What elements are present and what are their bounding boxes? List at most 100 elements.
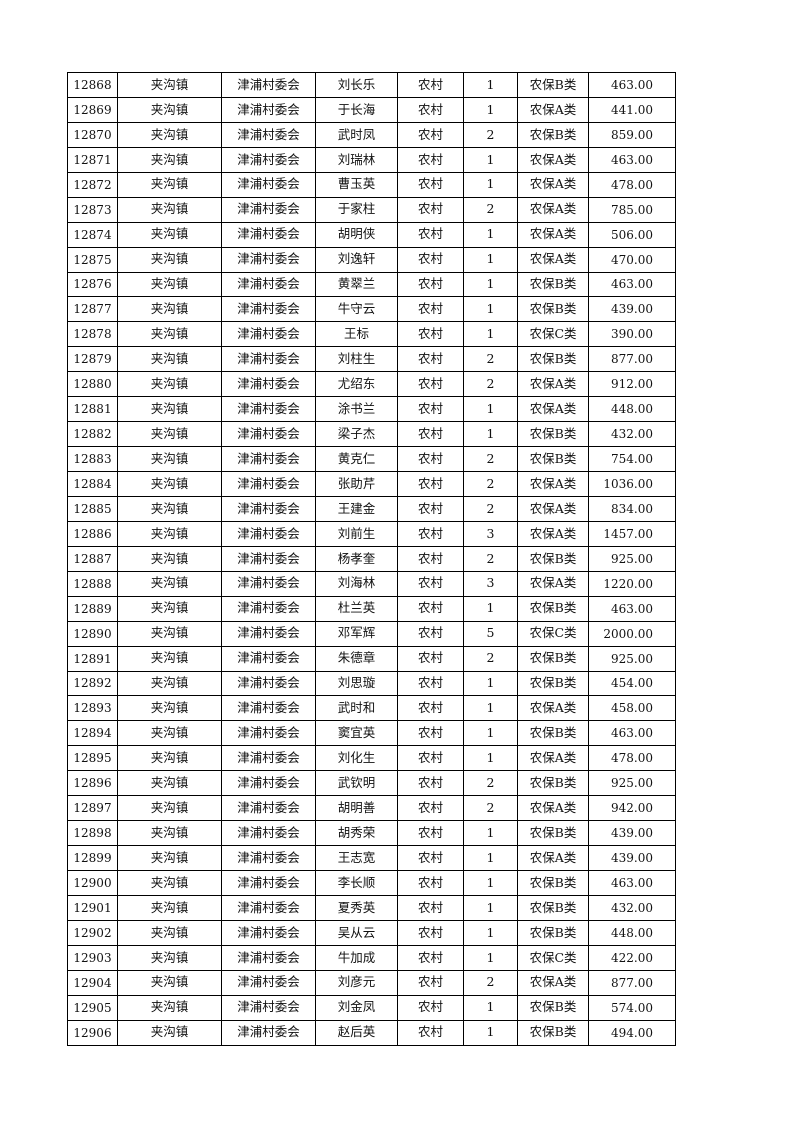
cell-name: 于家柱 xyxy=(315,196,398,223)
cell-town: 夹沟镇 xyxy=(117,196,222,223)
cell-name: 窦宜英 xyxy=(315,720,398,747)
cell-name: 刘彦元 xyxy=(315,969,398,996)
cell-insurance-category: 农保A类 xyxy=(517,96,589,123)
cell-insurance-category: 农保A类 xyxy=(517,471,589,497)
cell-household-count: 2 xyxy=(463,196,518,223)
cell-amount: 1220.00 xyxy=(588,570,676,597)
cell-area-type: 农村 xyxy=(397,919,464,946)
table-row: 12900 夹沟镇 津浦村委会 李长顺 农村 1 农保B类 463.00 xyxy=(67,870,676,896)
cell-area-type: 农村 xyxy=(397,894,464,921)
cell-amount: 877.00 xyxy=(588,969,676,996)
cell-village: 津浦村委会 xyxy=(221,72,316,98)
cell-row-id: 12877 xyxy=(67,296,118,323)
cell-area-type: 农村 xyxy=(397,595,464,622)
cell-row-id: 12874 xyxy=(67,221,118,248)
cell-insurance-category: 农保B类 xyxy=(517,346,589,373)
cell-amount: 439.00 xyxy=(588,296,676,323)
cell-village: 津浦村委会 xyxy=(221,471,316,497)
cell-name: 赵后英 xyxy=(315,1019,398,1046)
cell-name: 杜兰英 xyxy=(315,595,398,622)
cell-area-type: 农村 xyxy=(397,471,464,497)
cell-household-count: 1 xyxy=(463,870,518,896)
cell-village: 津浦村委会 xyxy=(221,221,316,248)
table-body: 12868 夹沟镇 津浦村委会 刘长乐 农村 1 农保B类 463.00 12869 夹沟镇 津浦村… xyxy=(67,72,676,1046)
cell-name: 邓军辉 xyxy=(315,620,398,647)
cell-insurance-category: 农保A类 xyxy=(517,146,589,173)
cell-village: 津浦村委会 xyxy=(221,845,316,871)
cell-row-id: 12875 xyxy=(67,246,118,273)
cell-town: 夹沟镇 xyxy=(117,820,222,847)
cell-name: 武时凤 xyxy=(315,121,398,148)
table-row: 12892 夹沟镇 津浦村委会 刘思璇 农村 1 农保B类 454.00 xyxy=(67,670,676,697)
cell-row-id: 12876 xyxy=(67,271,118,298)
cell-area-type: 农村 xyxy=(397,96,464,123)
table-row: 12899 夹沟镇 津浦村委会 王志宽 农村 1 农保A类 439.00 xyxy=(67,845,676,871)
cell-area-type: 农村 xyxy=(397,520,464,547)
cell-household-count: 1 xyxy=(463,894,518,921)
table-row: 12906 夹沟镇 津浦村委会 赵后英 农村 1 农保B类 494.00 xyxy=(67,1019,676,1046)
cell-row-id: 12882 xyxy=(67,421,118,448)
cell-household-count: 1 xyxy=(463,246,518,273)
cell-town: 夹沟镇 xyxy=(117,96,222,123)
cell-row-id: 12895 xyxy=(67,745,118,772)
cell-name: 夏秀英 xyxy=(315,894,398,921)
cell-area-type: 农村 xyxy=(397,296,464,323)
cell-amount: 432.00 xyxy=(588,421,676,448)
cell-amount: 912.00 xyxy=(588,371,676,398)
cell-name: 涂书兰 xyxy=(315,396,398,423)
cell-town: 夹沟镇 xyxy=(117,695,222,722)
cell-village: 津浦村委会 xyxy=(221,396,316,423)
cell-household-count: 1 xyxy=(463,919,518,946)
cell-name: 牛守云 xyxy=(315,296,398,323)
cell-row-id: 12879 xyxy=(67,346,118,373)
cell-area-type: 农村 xyxy=(397,221,464,248)
cell-household-count: 3 xyxy=(463,520,518,547)
cell-insurance-category: 农保B类 xyxy=(517,770,589,797)
cell-town: 夹沟镇 xyxy=(117,346,222,373)
cell-amount: 390.00 xyxy=(588,321,676,348)
table-row: 12896 夹沟镇 津浦村委会 武钦明 农村 2 农保B类 925.00 xyxy=(67,770,676,797)
cell-village: 津浦村委会 xyxy=(221,371,316,398)
table-row: 12870 夹沟镇 津浦村委会 武时凤 农村 2 农保B类 859.00 xyxy=(67,121,676,148)
table-row: 12868 夹沟镇 津浦村委会 刘长乐 农村 1 农保B类 463.00 xyxy=(67,72,676,98)
cell-insurance-category: 农保A类 xyxy=(517,845,589,871)
cell-village: 津浦村委会 xyxy=(221,296,316,323)
cell-amount: 785.00 xyxy=(588,196,676,223)
cell-area-type: 农村 xyxy=(397,795,464,822)
table-row: 12886 夹沟镇 津浦村委会 刘前生 农村 3 农保A类 1457.00 xyxy=(67,520,676,547)
cell-household-count: 2 xyxy=(463,645,518,672)
cell-town: 夹沟镇 xyxy=(117,246,222,273)
cell-village: 津浦村委会 xyxy=(221,645,316,672)
cell-area-type: 农村 xyxy=(397,545,464,572)
cell-town: 夹沟镇 xyxy=(117,645,222,672)
table-row: 12879 夹沟镇 津浦村委会 刘柱生 农村 2 农保B类 877.00 xyxy=(67,346,676,373)
cell-amount: 925.00 xyxy=(588,770,676,797)
cell-insurance-category: 农保B类 xyxy=(517,595,589,622)
table-row: 12880 夹沟镇 津浦村委会 尤绍东 农村 2 农保A类 912.00 xyxy=(67,371,676,398)
cell-village: 津浦村委会 xyxy=(221,246,316,273)
cell-village: 津浦村委会 xyxy=(221,795,316,822)
cell-household-count: 1 xyxy=(463,994,518,1021)
cell-household-count: 1 xyxy=(463,595,518,622)
cell-household-count: 5 xyxy=(463,620,518,647)
cell-amount: 439.00 xyxy=(588,845,676,871)
cell-village: 津浦村委会 xyxy=(221,520,316,547)
cell-town: 夹沟镇 xyxy=(117,595,222,622)
cell-name: 曹玉英 xyxy=(315,171,398,198)
cell-area-type: 农村 xyxy=(397,720,464,747)
cell-name: 张助芹 xyxy=(315,471,398,497)
cell-name: 黄克仁 xyxy=(315,446,398,472)
cell-town: 夹沟镇 xyxy=(117,495,222,522)
cell-row-id: 12889 xyxy=(67,595,118,622)
cell-row-id: 12901 xyxy=(67,894,118,921)
cell-row-id: 12888 xyxy=(67,570,118,597)
cell-row-id: 12899 xyxy=(67,845,118,871)
cell-town: 夹沟镇 xyxy=(117,321,222,348)
cell-household-count: 1 xyxy=(463,1019,518,1046)
cell-row-id: 12868 xyxy=(67,72,118,98)
cell-name: 刘前生 xyxy=(315,520,398,547)
table-row: 12875 夹沟镇 津浦村委会 刘逸轩 农村 1 农保A类 470.00 xyxy=(67,246,676,273)
table-row: 12894 夹沟镇 津浦村委会 窦宜英 农村 1 农保B类 463.00 xyxy=(67,720,676,747)
cell-insurance-category: 农保B类 xyxy=(517,870,589,896)
cell-row-id: 12885 xyxy=(67,495,118,522)
